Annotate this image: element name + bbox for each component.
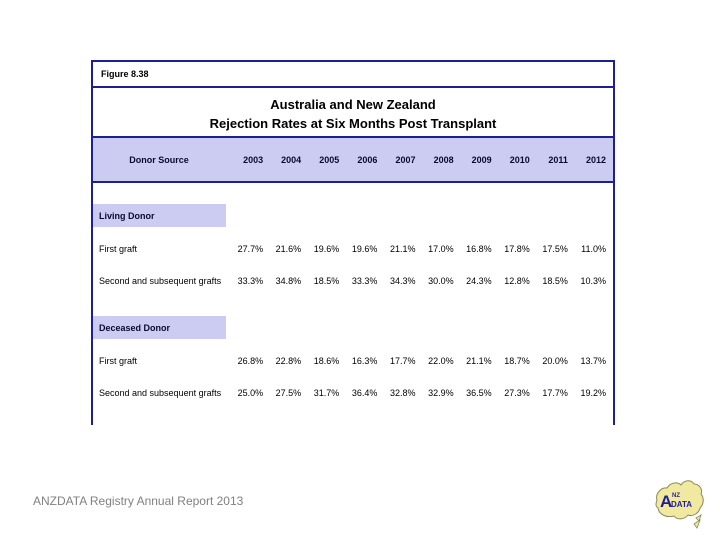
figure-title-line2: Rejection Rates at Six Months Post Trans… <box>209 115 497 131</box>
year-column-header: 2009 <box>471 154 492 165</box>
year-column-header: 2006 <box>357 154 378 165</box>
value-cell: 10.3% <box>580 275 606 286</box>
value-cell: 32.8% <box>389 387 416 398</box>
section-header: Living Donor <box>93 204 226 227</box>
value-cell: 17.5% <box>542 243 568 254</box>
figure-label: Figure 8.38 <box>93 62 613 88</box>
value-cell: 34.3% <box>389 275 416 286</box>
year-column-header: 2012 <box>585 154 606 165</box>
value-cell: 20.0% <box>542 355 568 366</box>
value-cell: 19.6% <box>351 243 378 254</box>
value-cell: 27.5% <box>275 387 302 398</box>
value-cell: 30.0% <box>428 275 454 286</box>
year-column-header: 2011 <box>548 154 568 165</box>
table-row: First graft 26.8% 22.8% 18.6% 16.3% 17.7% 22.0… <box>93 350 613 371</box>
value-cell: 18.5% <box>313 275 340 286</box>
value-cell: 34.8% <box>275 275 302 286</box>
value-cell: 26.8% <box>237 355 264 366</box>
value-cell: 12.8% <box>504 275 530 286</box>
table-row: Second and subsequent grafts 25.0% 27.5% 31… <box>93 382 613 403</box>
year-column-header: 2005 <box>319 154 340 165</box>
value-cell: 36.5% <box>466 387 492 398</box>
value-cell: 27.3% <box>504 387 530 398</box>
figure-table: Figure 8.38 Australia and New Zealand Re… <box>91 60 615 439</box>
value-cell: 19.2% <box>580 387 606 398</box>
value-cell: 17.0% <box>428 243 454 254</box>
value-cell: 18.7% <box>504 355 530 366</box>
table-body: Living Donor First graft 27.7% 21.6% 19.6% 19… <box>93 204 613 439</box>
donor-source-header: Donor Source <box>129 154 189 165</box>
logo-letter-a: A <box>660 492 672 511</box>
figure-title: Australia and New Zealand Rejection Rate… <box>93 88 613 138</box>
row-label: Second and subsequent grafts <box>99 387 222 398</box>
value-cell: 13.7% <box>580 355 606 366</box>
report-footer: ANZDATA Registry Annual Report 2013 <box>33 494 244 508</box>
logo-letters-data: DATA <box>671 500 692 509</box>
value-cell: 21.1% <box>466 355 492 366</box>
value-cell: 32.9% <box>428 387 454 398</box>
value-cell: 21.1% <box>389 243 416 254</box>
year-column-header: 2010 <box>509 154 530 165</box>
value-cell: 11.0% <box>581 243 606 254</box>
table-header-row: Donor Source 2003 2004 2005 2006 2007 2008 200… <box>93 138 613 183</box>
year-column-header: 2004 <box>281 154 302 165</box>
value-cell: 27.7% <box>237 243 264 254</box>
value-cell: 16.8% <box>466 243 492 254</box>
value-cell: 31.7% <box>313 387 340 398</box>
value-cell: 24.3% <box>466 275 492 286</box>
year-column-header: 2008 <box>433 154 454 165</box>
value-cell: 19.6% <box>313 243 340 254</box>
value-cell: 17.7% <box>542 387 568 398</box>
value-cell: 22.0% <box>428 355 454 366</box>
value-cell: 16.3% <box>351 355 378 366</box>
section-header: Deceased Donor <box>93 316 226 339</box>
logo-letters-nz: NZ <box>672 493 680 499</box>
year-column-header: 2007 <box>395 154 416 165</box>
value-cell: 18.6% <box>313 355 340 366</box>
row-label: Second and subsequent grafts <box>99 275 222 286</box>
value-cell: 36.4% <box>351 387 378 398</box>
value-cell: 21.6% <box>275 243 302 254</box>
value-cell: 25.0% <box>237 387 264 398</box>
value-cell: 33.3% <box>351 275 378 286</box>
table-row: Second and subsequent grafts 33.3% 34.8% 18… <box>93 270 613 291</box>
anzdata-logo-icon: A NZ DATA <box>655 480 704 529</box>
value-cell: 17.7% <box>389 355 416 366</box>
value-cell: 17.8% <box>504 243 530 254</box>
value-cell: 22.8% <box>275 355 302 366</box>
row-label: First graft <box>99 243 138 254</box>
value-cell: 18.5% <box>542 275 568 286</box>
figure-title-line1: Australia and New Zealand <box>270 97 436 112</box>
table-row: First graft 27.7% 21.6% 19.6% 19.6% 21.1% 17.0… <box>93 238 613 259</box>
year-column-header: 2003 <box>243 154 264 165</box>
row-label: First graft <box>99 355 138 366</box>
value-cell: 33.3% <box>237 275 264 286</box>
